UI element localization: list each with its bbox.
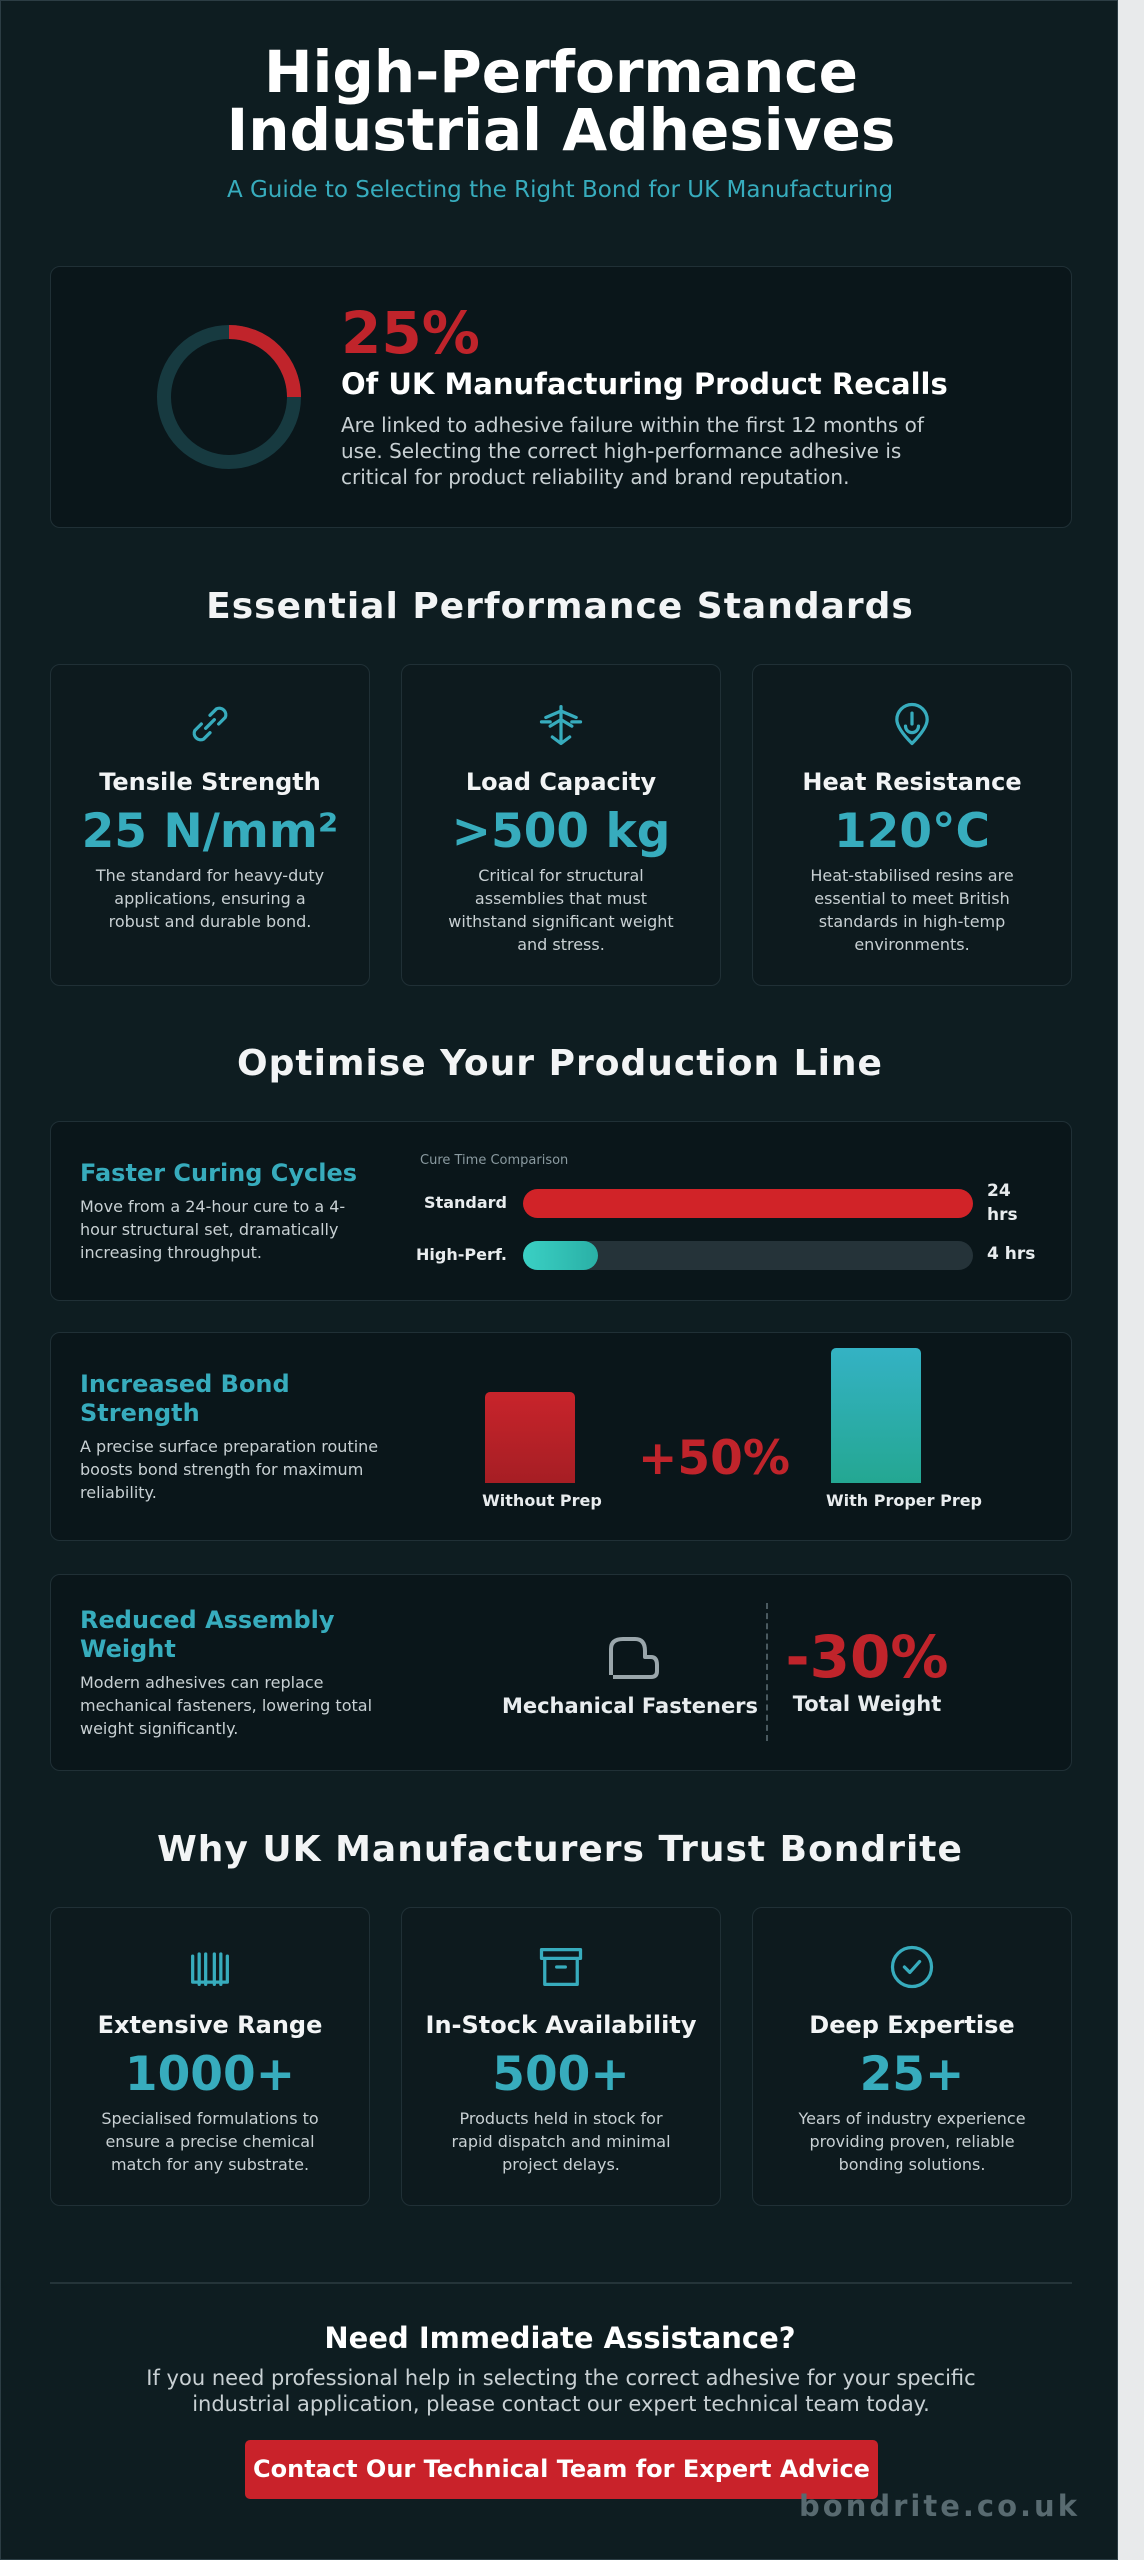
subtitle: A Guide to Selecting the Right Bond for … <box>226 177 894 203</box>
strength-heading: Increased Bond Strength <box>80 1370 290 1427</box>
bar-value: 24 hrs <box>987 1181 1018 1225</box>
cta-button[interactable]: Contact Our Technical Team for Expert Ad… <box>245 2440 878 2499</box>
curing-text: Move from a 24-hour cure to a 4-hour str… <box>80 1197 346 1262</box>
card <box>50 664 370 986</box>
weight-heading: Reduced Assembly Weight <box>80 1606 335 1663</box>
section-title: Optimise Your Production Line <box>237 1043 883 1084</box>
card-value: 1000+ <box>124 2047 296 2102</box>
curing-heading: Faster Curing Cycles <box>80 1159 358 1187</box>
bar-highperf <box>523 1241 598 1270</box>
cta-heading: Need Immediate Assistance? <box>324 2321 796 2355</box>
brand: bondrite.co.uk <box>799 2489 1080 2523</box>
infographic: High-Performance Industrial Adhesives A … <box>0 0 1118 2560</box>
separator <box>50 2282 1072 2284</box>
card-title: Extensive Range <box>97 2011 323 2039</box>
card-value: >500 kg <box>451 804 671 859</box>
card-value: 25 N/mm² <box>81 804 339 859</box>
bar-label: High-Perf. <box>416 1245 507 1264</box>
change-value: +50% <box>638 1431 790 1486</box>
bar-label: With Proper Prep <box>825 1491 983 1510</box>
card-title: In-Stock Availability <box>425 2011 697 2039</box>
weight-text: Modern adhesives can replace mechanical … <box>80 1673 373 1738</box>
card-value: 120°C <box>833 804 991 859</box>
card-value: 500+ <box>492 2047 630 2102</box>
weight-card <box>50 1574 1072 1771</box>
card-icon <box>895 702 929 746</box>
section-title: Why UK Manufacturers Trust Bondrite <box>157 1829 963 1870</box>
bar-value: 4 hrs <box>987 1244 1036 1264</box>
card-title: Load Capacity <box>465 768 657 796</box>
fastener-icon <box>609 1637 659 1679</box>
card-value: 25+ <box>859 2047 965 2102</box>
bar-label: Standard <box>424 1193 507 1212</box>
card-icon <box>191 1952 229 1986</box>
card-text: Specialised formulations to ensure a pre… <box>101 2109 319 2174</box>
stat-card <box>50 266 1072 528</box>
change-value: -30% <box>785 1623 949 1691</box>
card-title: Heat Resistance <box>802 768 1022 796</box>
card <box>752 1907 1072 2206</box>
divider <box>766 1603 768 1741</box>
card-text: Years of industry experience providing p… <box>798 2109 1026 2174</box>
stat-heading: Of UK Manufacturing Product Recalls <box>341 367 948 401</box>
card-icon <box>539 705 583 746</box>
title: High-Performance Industrial Adhesives <box>226 38 896 164</box>
stat-value: 25% <box>341 299 480 367</box>
card-icon <box>890 1945 934 1989</box>
bar-standard <box>523 1189 973 1218</box>
cta-text: If you need professional help in selecti… <box>146 2366 976 2416</box>
card-title: Tensile Strength <box>99 768 321 796</box>
stat-text: Are linked to adhesive failure within th… <box>341 413 924 489</box>
label: Total Weight <box>792 1692 942 1716</box>
strength-text: A precise surface preparation routine bo… <box>80 1437 379 1502</box>
card-text: Products held in stock for rapid dispatc… <box>451 2109 671 2174</box>
card-text: The standard for heavy-duty applications… <box>95 866 325 931</box>
card <box>50 1907 370 2206</box>
bar-with-prep <box>831 1348 921 1483</box>
card-text: Critical for structural assemblies that … <box>448 866 674 954</box>
chart-title: Cure Time Comparison <box>420 1153 569 1168</box>
bar-without-prep <box>485 1392 575 1483</box>
section-title: Essential Performance Standards <box>206 586 914 627</box>
bar-track <box>523 1241 973 1270</box>
card-text: Heat-stabilised resins are essential to … <box>810 866 1014 954</box>
donut <box>157 325 301 469</box>
label: Mechanical Fasteners <box>501 1694 759 1718</box>
card-icon <box>539 1948 583 1986</box>
bar-label: Without Prep <box>482 1491 602 1510</box>
card-icon <box>192 706 228 742</box>
card-title: Deep Expertise <box>809 2011 1015 2039</box>
